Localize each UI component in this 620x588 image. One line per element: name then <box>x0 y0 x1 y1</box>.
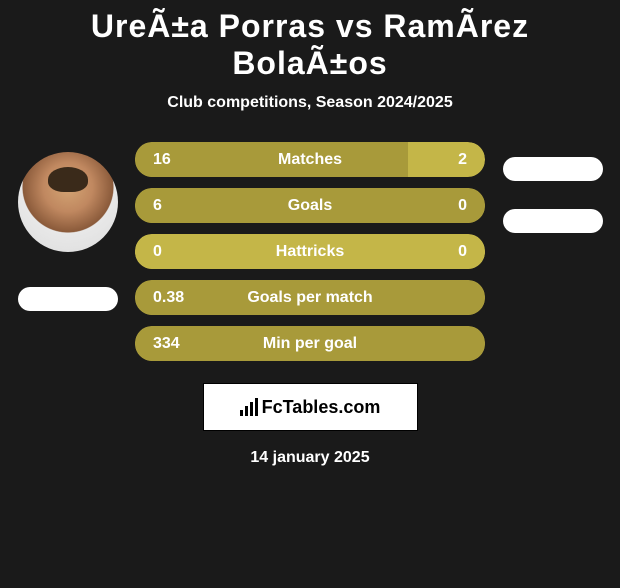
stat-label: Goals per match <box>247 289 372 307</box>
stat-value-left: 0.38 <box>153 289 184 307</box>
player-left-photo <box>18 152 118 252</box>
stats-column: 16 Matches 2 6 Goals 0 0 Hattricks 0 0.38 Goals pe… <box>135 142 485 361</box>
stat-bar: 0 Hattricks 0 <box>135 234 485 269</box>
stat-value-left: 16 <box>153 151 171 169</box>
stat-value-right: 2 <box>458 151 467 169</box>
stat-bar: 6 Goals 0 <box>135 188 485 223</box>
chart-icon <box>240 398 258 416</box>
stat-label: Hattricks <box>276 243 344 261</box>
stat-value-left: 6 <box>153 197 162 215</box>
stat-bar: 16 Matches 2 <box>135 142 485 177</box>
stat-bar-left-fill <box>135 142 408 177</box>
stat-value-right: 0 <box>458 197 467 215</box>
infographic-container: UreÃ±a Porras vs RamÃ­rez BolaÃ±os Club … <box>0 8 620 467</box>
stat-label: Min per goal <box>263 335 357 353</box>
logo-text: FcTables.com <box>262 397 381 418</box>
content-row: 16 Matches 2 6 Goals 0 0 Hattricks 0 0.38 Goals pe… <box>10 142 610 361</box>
player-right-column <box>495 142 610 233</box>
stat-value-right: 0 <box>458 243 467 261</box>
player-right-name-pill-1 <box>503 157 603 181</box>
stat-value-left: 0 <box>153 243 162 261</box>
player-left-name-pill <box>18 287 118 311</box>
player-right-name-pill-2 <box>503 209 603 233</box>
subtitle: Club competitions, Season 2024/2025 <box>10 94 610 112</box>
stat-label: Goals <box>288 197 332 215</box>
footer-logo: FcTables.com <box>203 383 418 431</box>
stat-bar: 334 Min per goal <box>135 326 485 361</box>
stat-bar: 0.38 Goals per match <box>135 280 485 315</box>
player-left-column <box>10 142 125 311</box>
stat-value-left: 334 <box>153 335 180 353</box>
page-title: UreÃ±a Porras vs RamÃ­rez BolaÃ±os <box>10 8 610 82</box>
stat-label: Matches <box>278 151 342 169</box>
date-text: 14 january 2025 <box>10 449 610 467</box>
